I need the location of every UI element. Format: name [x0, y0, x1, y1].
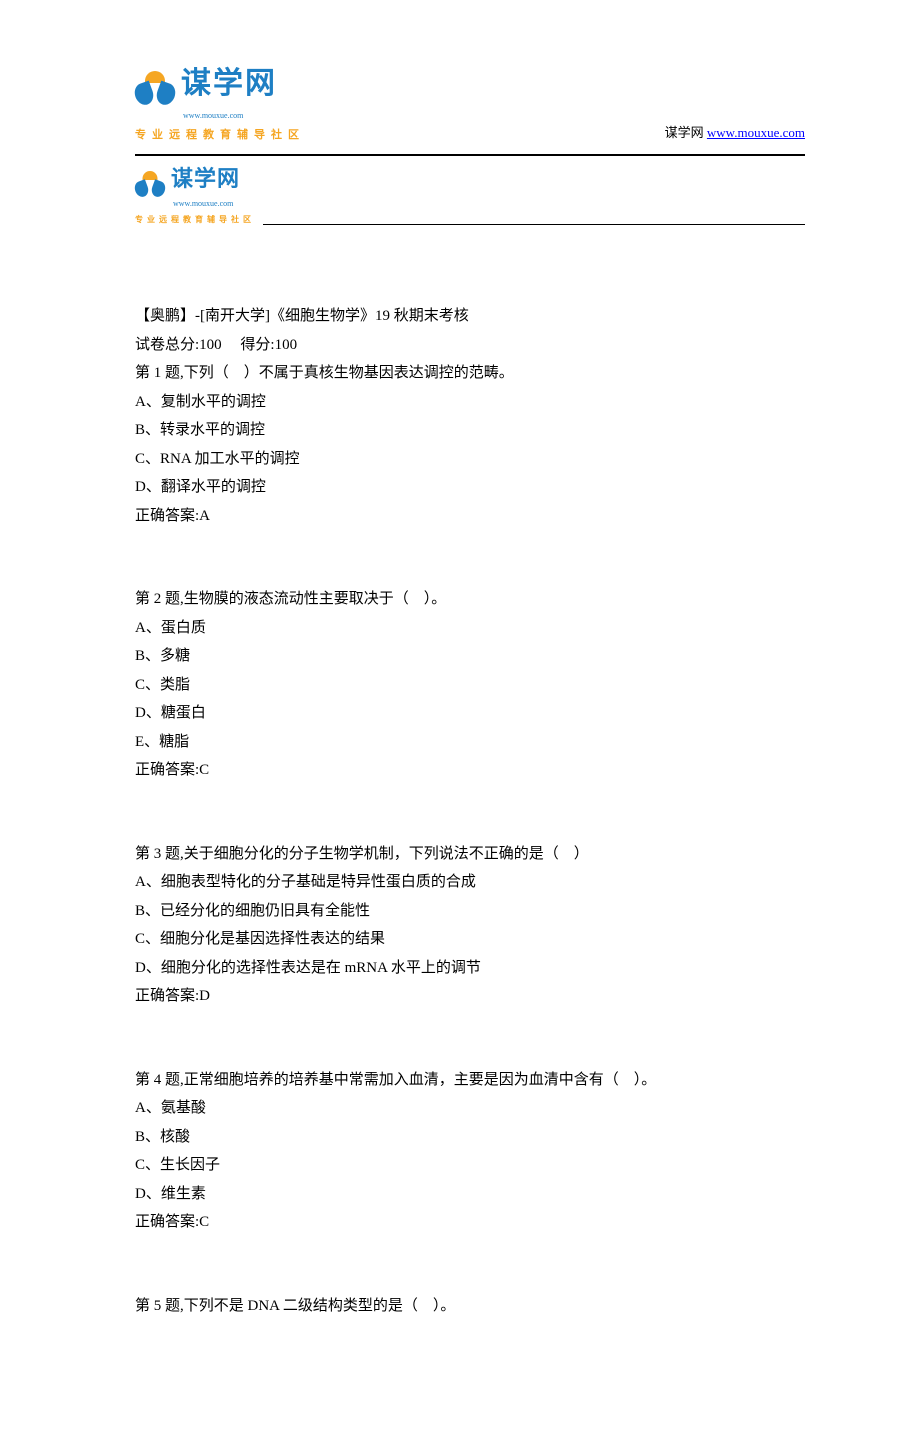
question-stem: 第 4 题,正常细胞培养的培养基中常需加入血清，主要是因为血清中含有（ ）。 [135, 1066, 805, 1095]
secondary-divider [263, 224, 805, 225]
questions-container: 第 1 题,下列（ ）不属于真核生物基因表达调控的范畴。A、复制水平的调控B、转… [135, 359, 805, 1320]
question-option: B、已经分化的细胞仍旧具有全能性 [135, 897, 805, 926]
header-link-area: 谋学网 www.mouxue.com [665, 121, 805, 146]
question-answer: 正确答案:C [135, 1208, 805, 1237]
question-option: E、糖脂 [135, 728, 805, 757]
question-option: C、RNA 加工水平的调控 [135, 445, 805, 474]
logo-icon [135, 71, 175, 107]
question-option: D、维生素 [135, 1180, 805, 1209]
question-answer: 正确答案:C [135, 756, 805, 785]
question-option: A、复制水平的调控 [135, 388, 805, 417]
page-header-bottom: 谋学网 www.mouxue.com 专业远程教育辅导社区 [0, 158, 920, 227]
question-option: A、细胞表型特化的分子基础是特异性蛋白质的合成 [135, 868, 805, 897]
question-option: D、细胞分化的选择性表达是在 mRNA 水平上的调节 [135, 954, 805, 983]
question-option: A、蛋白质 [135, 614, 805, 643]
question-block: 第 3 题,关于细胞分化的分子生物学机制，下列说法不正确的是（ ）A、细胞表型特… [135, 840, 805, 1011]
logo-tagline-small: 专业远程教育辅导社区 [135, 212, 255, 227]
question-stem: 第 1 题,下列（ ）不属于真核生物基因表达调控的范畴。 [135, 359, 805, 388]
question-option: B、核酸 [135, 1123, 805, 1152]
question-stem: 第 5 题,下列不是 DNA 二级结构类型的是（ ）。 [135, 1292, 805, 1321]
question-block: 第 5 题,下列不是 DNA 二级结构类型的是（ ）。 [135, 1292, 805, 1321]
question-option: A、氨基酸 [135, 1094, 805, 1123]
question-option: D、翻译水平的调控 [135, 473, 805, 502]
question-stem: 第 3 题,关于细胞分化的分子生物学机制，下列说法不正确的是（ ） [135, 840, 805, 869]
site-logo-large: 谋学网 www.mouxue.com 专业远程教育辅导社区 [135, 55, 305, 146]
question-option: C、生长因子 [135, 1151, 805, 1180]
site-logo-small: 谋学网 www.mouxue.com 专业远程教育辅导社区 [135, 158, 255, 227]
question-option: C、类脂 [135, 671, 805, 700]
site-link[interactable]: www.mouxue.com [707, 125, 805, 140]
question-block: 第 1 题,下列（ ）不属于真核生物基因表达调控的范畴。A、复制水平的调控B、转… [135, 359, 805, 530]
exam-title: 【奥鹏】-[南开大学]《细胞生物学》19 秋期末考核 [135, 302, 805, 331]
question-stem: 第 2 题,生物膜的液态流动性主要取决于（ ）。 [135, 585, 805, 614]
question-answer: 正确答案:D [135, 982, 805, 1011]
exam-score: 试卷总分:100 得分:100 [135, 331, 805, 360]
logo-icon-small [135, 171, 165, 199]
logo-tagline: 专业远程教育辅导社区 [135, 125, 305, 146]
logo-url-text-small: www.mouxue.com [173, 196, 240, 211]
site-label: 谋学网 [665, 125, 707, 140]
question-option: D、糖蛋白 [135, 699, 805, 728]
question-option: C、细胞分化是基因选择性表达的结果 [135, 925, 805, 954]
logo-text-small: 谋学网 [171, 158, 240, 200]
question-answer: 正确答案:A [135, 502, 805, 531]
logo-text: 谋学网 [181, 55, 277, 112]
question-block: 第 2 题,生物膜的液态流动性主要取决于（ ）。A、蛋白质B、多糖C、类脂D、糖… [135, 585, 805, 785]
question-option: B、转录水平的调控 [135, 416, 805, 445]
header-divider [135, 154, 805, 156]
question-option: B、多糖 [135, 642, 805, 671]
page-header-top: 谋学网 www.mouxue.com 专业远程教育辅导社区 谋学网 www.mo… [0, 0, 920, 151]
document-content: 【奥鹏】-[南开大学]《细胞生物学》19 秋期末考核 试卷总分:100 得分:1… [0, 227, 920, 1435]
question-block: 第 4 题,正常细胞培养的培养基中常需加入血清，主要是因为血清中含有（ ）。A、… [135, 1066, 805, 1237]
